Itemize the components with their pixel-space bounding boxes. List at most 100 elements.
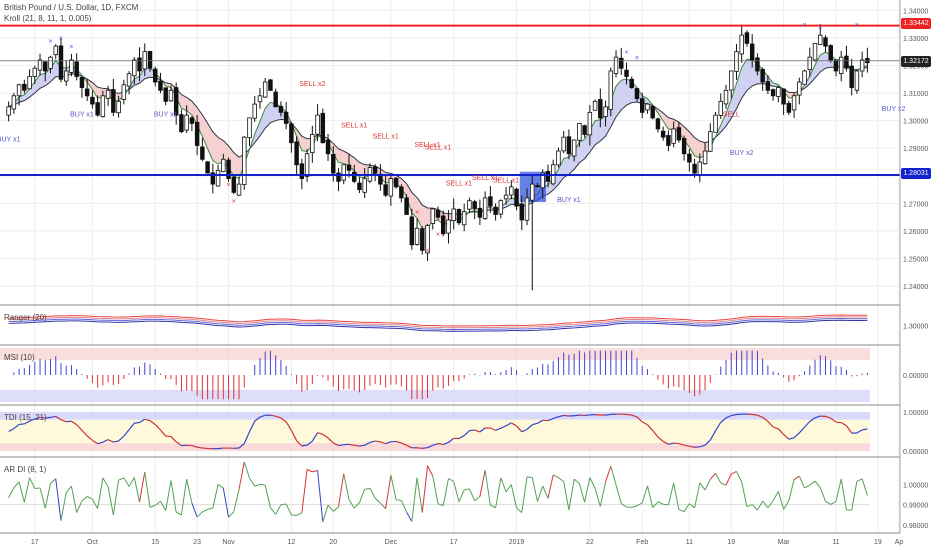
ardi-line-segment (809, 480, 816, 486)
tdi-line-segment (385, 441, 392, 445)
candle-body (194, 121, 200, 146)
candle-body (802, 70, 807, 85)
tdi-line-segment (631, 414, 638, 418)
tdi-line-segment (71, 420, 78, 426)
candle-body (838, 56, 844, 74)
tdi-title[interactable]: TDI (15, 21) (4, 413, 47, 422)
tdi-line-segment (490, 427, 496, 431)
ardi-line-segment (825, 500, 831, 505)
ardi-line-segment (510, 484, 518, 508)
ardi-y-tick: 1.00000 (903, 482, 928, 489)
ardi-line-segment (243, 461, 250, 479)
candle-body (545, 170, 551, 182)
ardi-title[interactable]: AR DI (8, 1) (4, 465, 47, 474)
ardi-line-segment (516, 507, 523, 513)
ardi-line-segment (222, 487, 230, 518)
tdi-line-segment (704, 439, 711, 446)
kroll-cloud-segment (621, 78, 627, 110)
tdi-pane[interactable] (0, 411, 870, 452)
ardi-line-segment (667, 483, 675, 506)
tdi-line-segment (197, 446, 203, 449)
symbol-title[interactable]: British Pound / U.S. Dollar, 1D, FXCM (4, 3, 139, 12)
candle-body (702, 150, 708, 165)
candle-body (530, 183, 535, 201)
candle-body (163, 87, 168, 102)
tdi-line-segment (24, 420, 30, 425)
tdi-line-segment (322, 433, 329, 439)
ardi-line-segment (484, 470, 491, 506)
trade-signal-label: SELL x1 (493, 178, 519, 185)
x-tick-label: 12 (287, 539, 295, 546)
candle-body (173, 87, 179, 116)
ardi-line-segment (254, 483, 261, 487)
ardi-line-segment (526, 476, 533, 479)
candle-body (441, 215, 446, 235)
trade-signal-label: SELL x1 (446, 180, 472, 187)
candle-body (859, 59, 865, 72)
tdi-upper-zone (0, 411, 870, 420)
ardi-line-segment (500, 477, 507, 493)
ardi-line-segment (411, 477, 418, 522)
tdi-line-segment (495, 427, 502, 431)
ardi-line-segment (170, 480, 177, 513)
candle-body (126, 73, 132, 87)
ardi-line-segment (804, 484, 811, 489)
y-tick-label: 1.33000 (903, 36, 928, 43)
tdi-line-segment (306, 440, 313, 446)
ardi-line-segment (552, 474, 559, 479)
msi-title[interactable]: MSI (10) (4, 353, 35, 362)
tdi-line-segment (574, 414, 580, 417)
candle-body (351, 171, 357, 182)
candle-body (461, 211, 467, 226)
ardi-line-segment (55, 478, 62, 521)
ardi-line-segment (186, 478, 193, 504)
candle-body (331, 153, 336, 174)
ardi-line-segment (793, 475, 800, 480)
kroll-cloud-segment (600, 115, 606, 142)
candle-body (713, 114, 718, 133)
candle-body (111, 89, 116, 113)
candle-body (765, 81, 771, 91)
ardi-line-segment (448, 478, 454, 482)
candle-body (708, 131, 713, 152)
candle-body (409, 216, 415, 246)
msi-pane[interactable] (0, 348, 870, 402)
ranger-y-tick: 1.30000 (903, 324, 928, 331)
kroll-cloud-segment (689, 131, 695, 156)
candle-body (482, 197, 488, 219)
indicator-title[interactable]: Kroll (21, 8, 11, 1, 0.005) (4, 14, 92, 23)
y-tick-label: 1.34000 (903, 8, 928, 15)
tdi-lower-zone (0, 443, 870, 452)
ranger-title[interactable]: Ranger (20) (4, 313, 47, 322)
tdi-line-segment (60, 419, 67, 423)
tdi-line-segment (248, 420, 256, 432)
tdi-line-segment (469, 429, 475, 432)
ardi-line-segment (8, 487, 15, 499)
kroll-cloud-segment (558, 158, 564, 185)
candle-body (414, 227, 420, 245)
ranger-pane[interactable] (8, 314, 868, 332)
kroll-cloud-segment (144, 68, 150, 79)
ardi-pane[interactable] (0, 461, 870, 523)
kroll-cloud-segment (411, 192, 418, 219)
y-tick-label: 1.29000 (903, 146, 928, 153)
x-tick-label: 15 (151, 539, 159, 546)
candle-body (488, 196, 493, 207)
tdi-line-segment (406, 444, 413, 449)
ardi-line-segment (840, 478, 847, 511)
ardi-line-segment (97, 477, 104, 509)
tdi-line-segment (825, 415, 831, 419)
kroll-cloud-segment (301, 136, 308, 152)
kroll-cloud-segment (197, 107, 203, 137)
candle-body (577, 123, 582, 141)
candle-body (446, 219, 451, 234)
ardi-line-segment (563, 481, 570, 510)
tdi-line-segment (270, 414, 276, 417)
tdi-line-segment (19, 423, 25, 426)
ardi-line-segment (558, 477, 564, 483)
tdi-line-segment (348, 443, 355, 446)
kroll-cloud-segment (684, 126, 690, 148)
ardi-line-segment (180, 478, 188, 516)
